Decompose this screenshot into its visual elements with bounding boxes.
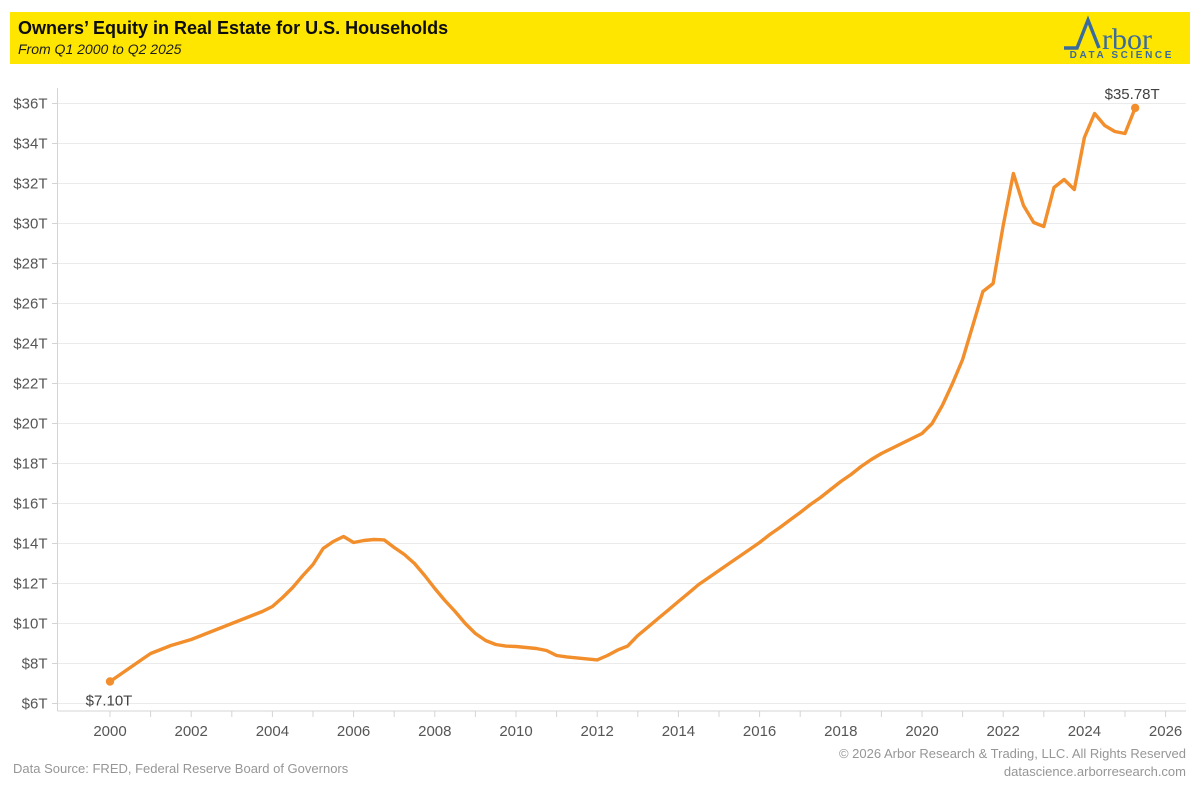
y-tick-label: $36T [13, 96, 47, 113]
header-band: Owners’ Equity in Real Estate for U.S. H… [10, 12, 1190, 64]
x-tick-label: 2002 [175, 723, 208, 740]
x-tick-label: 2020 [905, 723, 938, 740]
start-value-annotation: $7.10T [86, 693, 133, 710]
x-tick-label: 2022 [987, 723, 1020, 740]
data-source-note: Data Source: FRED, Federal Reserve Board… [13, 761, 349, 776]
end-value-annotation: $35.78T [1105, 86, 1160, 103]
arbor-logo-mark: rbor [1064, 15, 1152, 53]
y-tick-label: $22T [13, 376, 47, 393]
x-tick-label: 2004 [256, 723, 289, 740]
x-tick-label: 2008 [418, 723, 451, 740]
copyright-note: © 2026 Arbor Research & Trading, LLC. Al… [838, 746, 1186, 761]
x-tick-label: 2018 [824, 723, 857, 740]
y-tick-label: $10T [13, 616, 47, 633]
arbor-logo: rbor DATA SCIENCE [1062, 12, 1190, 64]
logo-brand-text: rbor [1102, 23, 1152, 53]
y-tick-label: $14T [13, 536, 47, 553]
y-tick-label: $8T [22, 656, 48, 673]
y-tick-label: $26T [13, 296, 47, 313]
chart-title: Owners’ Equity in Real Estate for U.S. H… [18, 18, 449, 38]
x-tick-label: 2010 [499, 723, 532, 740]
x-tick-label: 2026 [1149, 723, 1182, 740]
y-tick-label: $20T [13, 416, 47, 433]
equity-line [108, 106, 1137, 684]
y-tick-label: $30T [13, 216, 47, 233]
mountain-peak-icon [1064, 15, 1101, 50]
end-point-marker [1130, 103, 1140, 113]
x-tick-label: 2016 [743, 723, 776, 740]
y-tick-label: $34T [13, 136, 47, 153]
x-tick-label: 2014 [662, 723, 695, 740]
y-tick-label: $18T [13, 456, 47, 473]
y-tick-label: $6T [22, 696, 48, 713]
footer-right: © 2026 Arbor Research & Trading, LLC. Al… [839, 745, 1186, 781]
y-tick-label: $24T [13, 336, 47, 353]
y-tick-label: $32T [13, 176, 47, 193]
y-tick-label: $16T [13, 496, 47, 513]
y-tick-label: $12T [13, 576, 47, 593]
x-tick-label: 2006 [337, 723, 370, 740]
x-tick-label: 2012 [581, 723, 614, 740]
website-link[interactable]: datascience.arborresearch.com [1003, 764, 1186, 779]
start-point-marker [105, 677, 115, 686]
chart-subtitle: From Q1 2000 to Q2 2025 [18, 41, 182, 57]
y-tick-label: $28T [13, 256, 47, 273]
x-tick-label: 2000 [93, 723, 126, 740]
header-titles: Owners’ Equity in Real Estate for U.S. H… [10, 12, 448, 64]
x-tick-label: 2024 [1068, 723, 1101, 740]
logo-tagline: DATA SCIENCE [1069, 50, 1174, 61]
